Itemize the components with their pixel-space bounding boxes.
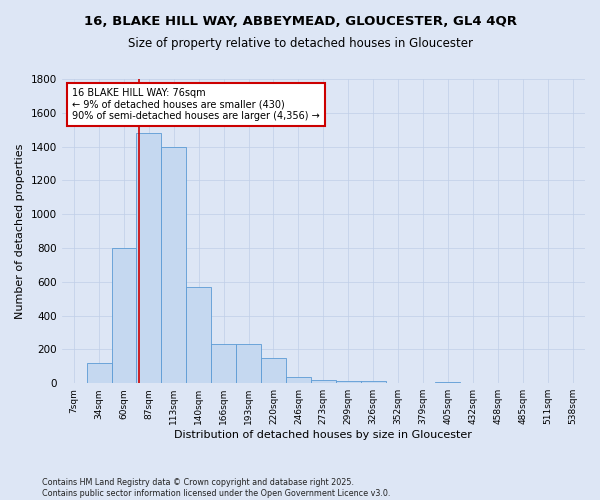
Bar	[361, 380, 386, 383]
Bar	[211, 344, 236, 383]
Bar	[136, 133, 161, 383]
Text: 16, BLAKE HILL WAY, ABBEYMEAD, GLOUCESTER, GL4 4QR: 16, BLAKE HILL WAY, ABBEYMEAD, GLOUCESTE…	[83, 15, 517, 28]
Bar	[186, 287, 211, 383]
Bar	[86, 363, 112, 383]
Bar	[336, 380, 361, 383]
Bar	[112, 248, 136, 383]
Bar	[311, 380, 336, 383]
Text: 16 BLAKE HILL WAY: 76sqm
← 9% of detached houses are smaller (430)
90% of semi-d: 16 BLAKE HILL WAY: 76sqm ← 9% of detache…	[72, 88, 320, 122]
Text: Contains HM Land Registry data © Crown copyright and database right 2025.
Contai: Contains HM Land Registry data © Crown c…	[42, 478, 391, 498]
Y-axis label: Number of detached properties: Number of detached properties	[15, 144, 25, 319]
Bar	[436, 382, 460, 383]
Text: Size of property relative to detached houses in Gloucester: Size of property relative to detached ho…	[128, 38, 473, 51]
Bar	[261, 358, 286, 383]
Bar	[286, 378, 311, 383]
Bar	[236, 344, 261, 383]
Bar	[161, 146, 186, 383]
X-axis label: Distribution of detached houses by size in Gloucester: Distribution of detached houses by size …	[175, 430, 472, 440]
